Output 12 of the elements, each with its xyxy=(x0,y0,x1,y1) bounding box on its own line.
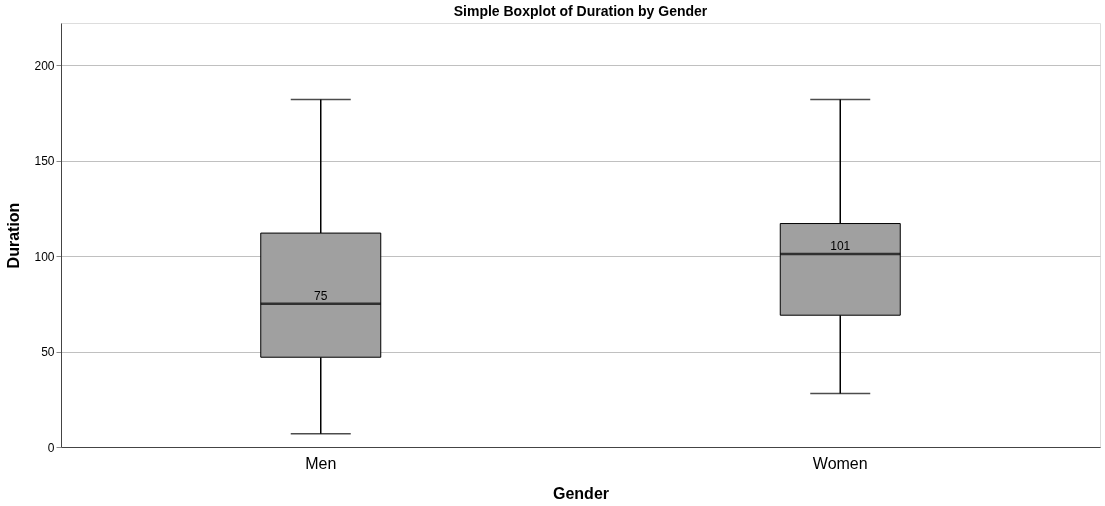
chart-title: Simple Boxplot of Duration by Gender xyxy=(453,3,708,19)
y-axis-title: Duration xyxy=(5,202,23,269)
x-axis-title: Gender xyxy=(552,484,610,502)
x-tick-label: Women xyxy=(812,454,868,472)
text: 75 xyxy=(314,288,328,303)
text: 101 xyxy=(830,239,851,254)
y-tick-label: 150 xyxy=(34,154,55,169)
y-tick-label: 0 xyxy=(47,440,55,455)
y-tick-label: 200 xyxy=(34,58,55,73)
x-tick-label: Men xyxy=(305,454,337,472)
y-tick-label: 50 xyxy=(41,345,55,359)
y-tick-label: 100 xyxy=(34,249,55,264)
